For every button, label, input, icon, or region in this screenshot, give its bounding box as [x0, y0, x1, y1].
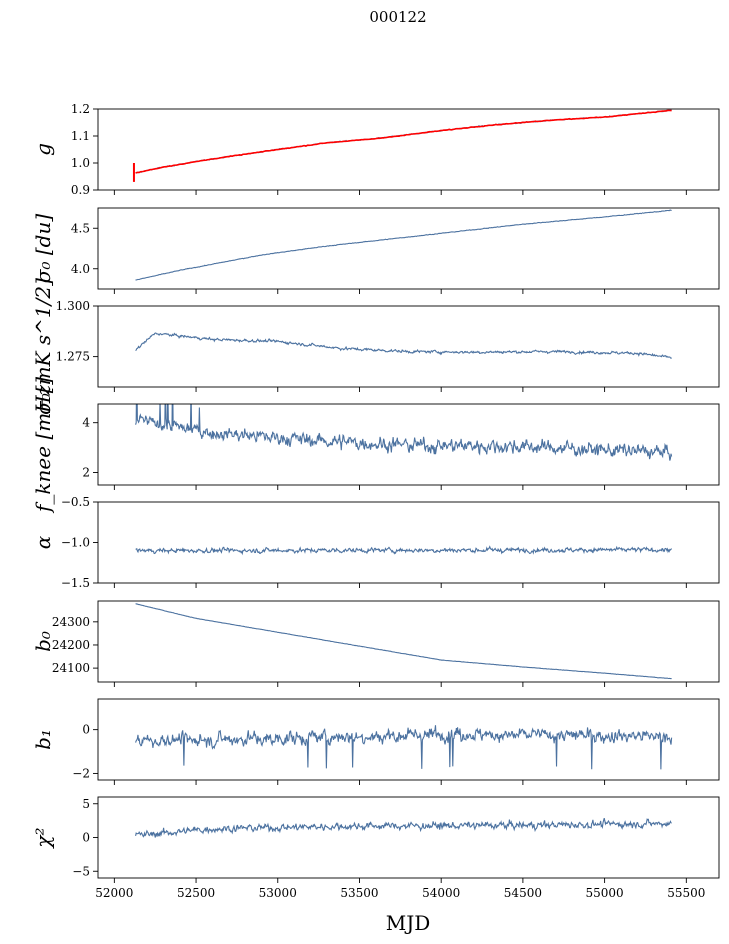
- y-axis-label-alpha: α: [31, 535, 55, 549]
- y-tick-label-alpha: −0.5: [61, 495, 90, 509]
- panel-b0: 24100 24200 24300 b₀: [31, 600, 720, 687]
- panel-alpha: −1.5 −1.0 −0.5 α: [31, 495, 720, 590]
- panels: 0.9 1.0 1.1 1.2 g 4.0 4.5 σ₀ [du] 1.275 1.300σ₀[m…: [31, 102, 720, 900]
- x-tick-label: 53500: [340, 886, 378, 900]
- y-tick-label-gain: 1.1: [71, 129, 90, 143]
- y-tick-label-chi2: 5: [82, 797, 90, 811]
- x-tick-label: 55500: [667, 886, 705, 900]
- panel-b1: −2 0 b₁: [31, 698, 720, 785]
- y-axis-label-sigma0-mk: σ₀[mK s^1/2]: [31, 278, 55, 415]
- x-tick-label: 52500: [177, 886, 215, 900]
- series-line-sigma0-du: [135, 209, 672, 281]
- x-tick-label: 55000: [586, 886, 624, 900]
- y-tick-label-alpha: −1.5: [61, 576, 90, 590]
- series-line-fknee: [135, 404, 673, 461]
- panel-frame-alpha: [97, 501, 720, 584]
- panel-fknee: 2 4 f_knee [mHz]: [31, 377, 720, 514]
- panel-gain: 0.9 1.0 1.1 1.2 g: [31, 102, 720, 197]
- panel-frame-sigma0-mk: [97, 305, 720, 388]
- y-axis-label-gain: g: [31, 143, 55, 156]
- series-line-b1: [135, 725, 673, 770]
- panel-frame-chi2: [97, 796, 720, 879]
- y-axis-label-b0: b₀: [31, 631, 55, 652]
- overlay-line-gain: [135, 109, 672, 174]
- y-tick-label-b1: −2: [72, 766, 90, 780]
- panel-sigma0-du: 4.0 4.5 σ₀ [du]: [31, 207, 720, 294]
- panel-frame-fknee: [97, 403, 720, 486]
- panel-frame-sigma0-du: [97, 207, 720, 290]
- y-tick-label-sigma0-du: 4.0: [71, 262, 90, 276]
- series-line-sigma0-mk: [135, 332, 672, 359]
- panel-chi2: −5 0 5 52000 52500 53000 53500 54000 54500 55000 5…: [31, 796, 720, 900]
- y-tick-label-chi2: −5: [72, 864, 90, 878]
- y-tick-label-gain: 1.2: [71, 102, 90, 116]
- y-tick-label-alpha: −1.0: [61, 536, 90, 550]
- y-tick-label-b0: 24300: [52, 615, 90, 629]
- y-tick-label-sigma0-mk: 1.275: [56, 350, 90, 364]
- panel-frame-b0: [97, 600, 720, 683]
- x-tick-label: 53000: [259, 886, 297, 900]
- y-tick-label-sigma0-du: 4.5: [71, 221, 90, 235]
- y-tick-label-b0: 24100: [52, 661, 90, 675]
- series-line-chi2: [135, 818, 672, 838]
- panel-frame-gain: [97, 108, 720, 191]
- y-axis-label-sigma0-du: σ₀ [du]: [31, 214, 55, 284]
- y-tick-label-gain: 0.9: [71, 183, 90, 197]
- x-axis-label: MJD: [386, 911, 431, 935]
- y-tick-label-fknee: 4: [82, 416, 90, 430]
- series-line-alpha: [135, 545, 673, 556]
- series-line-gain: [135, 109, 672, 174]
- y-axis-label-chi2: χ²: [31, 827, 55, 849]
- y-axis-label-b1: b₁: [31, 729, 55, 750]
- series-line-b0: [135, 603, 672, 680]
- y-tick-label-chi2: 0: [82, 831, 90, 845]
- y-tick-label-gain: 1.0: [71, 156, 90, 170]
- y-tick-label-fknee: 2: [82, 466, 90, 480]
- chart-title: 000122: [369, 8, 426, 26]
- y-tick-label-b1: 0: [82, 723, 90, 737]
- x-tick-label: 54000: [422, 886, 460, 900]
- y-axis-label-fknee: f_knee [mHz]: [31, 377, 55, 514]
- x-tick-label: 52000: [95, 886, 133, 900]
- x-tick-label: 54500: [504, 886, 542, 900]
- y-tick-label-b0: 24200: [52, 638, 90, 652]
- panel-frame-b1: [97, 698, 720, 781]
- y-tick-label-sigma0-mk: 1.300: [56, 299, 90, 313]
